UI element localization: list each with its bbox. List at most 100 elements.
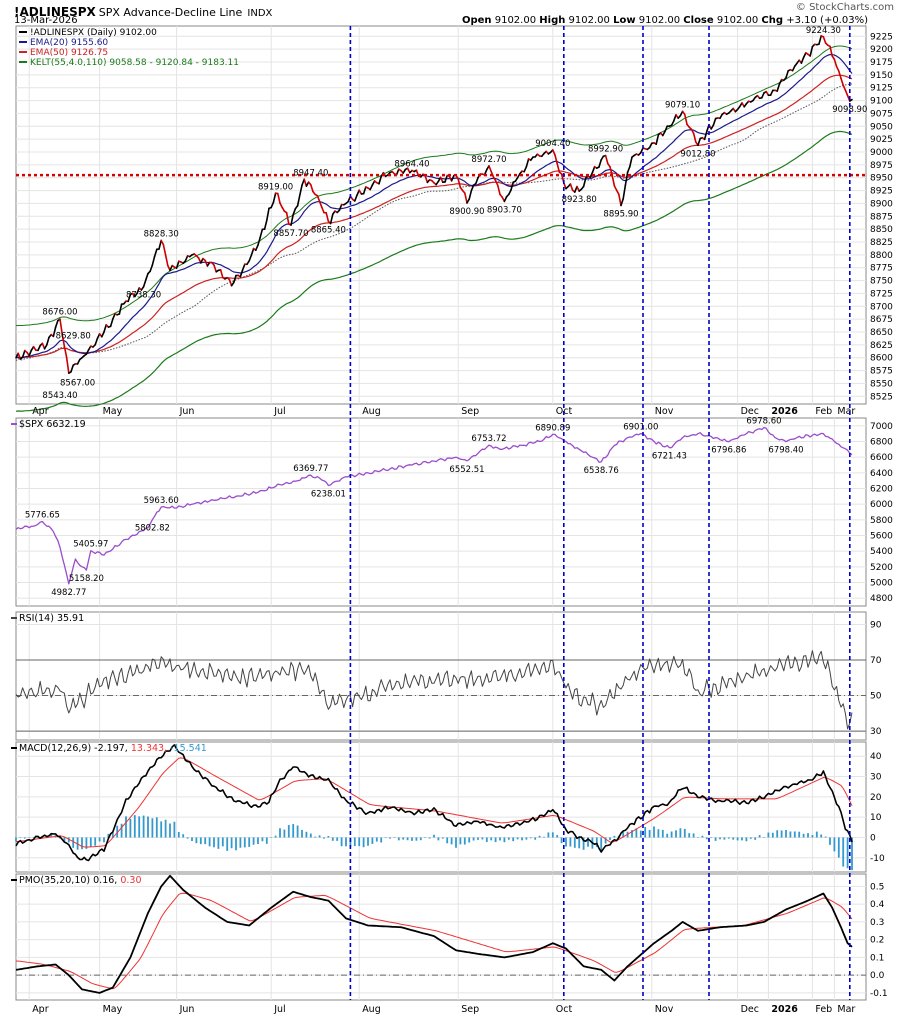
price-segment [551,149,556,156]
price-y-tick: 8750 [870,277,893,287]
price-segment [800,56,805,64]
month-label: Nov [655,1004,674,1015]
price-segment [184,255,189,262]
histogram-bar [688,833,691,838]
price-segment [829,45,834,57]
price-annotation: 6796.86 [711,446,746,456]
histogram-bar [336,837,339,841]
price-segment [809,45,814,57]
price-annotation: 5405.97 [73,540,108,550]
spx-panel: 4800 5000 5200 5400 5600 5800 6000 6200 6400 6600… [15,417,893,607]
month-label: Apr [32,406,49,417]
histogram-bar [265,837,268,844]
price-panel: 8525 8550 8575 8600 8625 8650 8675 8700 8725 8750… [15,25,893,405]
histogram-bar [714,837,717,841]
histogram-bar [538,835,541,838]
rsi-y-tick: 70 [870,656,882,666]
price-segment [837,70,842,80]
histogram-bar [274,835,277,838]
price-annotation: 5776.65 [25,511,60,521]
price-y-tick: 9100 [870,97,893,107]
histogram-bar [780,830,783,838]
pmo-panel: -0.1 0.0 0.1 0.2 0.3 0.4 0.5 [15,873,888,1001]
histogram-bar [793,831,796,838]
macd-signal-line [15,757,853,848]
histogram-bar [481,837,484,840]
price-segment [626,165,631,174]
month-label: Mar [837,1004,855,1015]
price-segment [785,70,790,79]
histogram-bar [204,837,207,845]
histogram-bar [393,837,396,838]
price-segment [292,207,297,216]
price-annotation: 8972.70 [471,155,506,165]
price-y-tick: 8975 [870,161,893,171]
price-segment [470,184,475,192]
price-segment [582,177,587,188]
histogram-bar [195,837,198,844]
histogram-bar [529,837,532,839]
month-label: Dec [741,1004,759,1015]
rsi-panel: 30 50 70 90 [15,611,882,741]
histogram-bar [160,821,163,838]
price-segment [424,175,429,184]
price-segment [556,162,561,174]
histogram-bar [609,837,611,841]
price-segment [591,165,596,174]
pmo-y-tick: 0.5 [870,882,884,892]
histogram-bar [525,837,528,840]
histogram-bar [32,837,35,838]
histogram-bar [67,837,70,843]
price-segment [848,98,853,102]
month-label: Apr [32,1004,49,1015]
histogram-bar [785,829,787,838]
histogram-bar [582,837,585,850]
rsi-legend-text: RSI(14) 35.91 [19,613,84,624]
spx-y-tick: 5800 [870,516,893,526]
price-segment [153,248,158,258]
price-annotation: 8738.30 [126,291,161,301]
price-segment [303,178,308,187]
month-label: Dec [741,406,759,417]
macd-y-tick: 0 [870,833,876,843]
pmo-y-tick: 0.3 [870,918,884,928]
price-segment [290,213,295,226]
price-segment [61,333,66,348]
legend-entry: 13.343, [128,743,167,754]
histogram-bar [477,837,479,840]
histogram-bar [516,837,519,840]
rsi-panel-frame [15,611,867,741]
spx-legend-text: $SPX 6632.19 [19,419,86,430]
price-segment [842,84,847,92]
price-annotation: 8964.40 [394,160,429,170]
price-annotation: 6369.77 [293,464,328,474]
histogram-bar [459,837,462,845]
histogram-bar [349,837,352,848]
histogram-bar [15,837,17,842]
legend-entry: PMO(35,20,10) 0.16, [19,875,117,886]
price-annotation: 9079.10 [665,100,700,110]
price-segment [569,183,574,192]
price-segment [276,192,281,204]
histogram-bar [644,826,647,838]
price-y-tick: 9050 [870,122,893,132]
histogram-bar [815,831,818,838]
price-y-tick: 8675 [870,315,893,325]
histogram-bar [424,837,427,838]
price-segment [488,165,493,173]
legend-entry: -15.541 [167,743,207,754]
vertical-marker-lines [349,26,851,1000]
legend-entry: $SPX 6632.19 [19,419,86,430]
price-segment [309,183,314,193]
price-annotation: 8992.90 [588,145,623,155]
histogram-bar [292,824,295,838]
histogram-bar [837,837,840,858]
price-segment [611,174,616,187]
price-segment [94,337,99,346]
histogram-bar [846,837,849,869]
price-segment [802,52,807,59]
stockcharts-watermark: © StockCharts.com [795,2,894,13]
price-y-tick: 9225 [870,32,893,42]
ema50-line [15,74,853,359]
